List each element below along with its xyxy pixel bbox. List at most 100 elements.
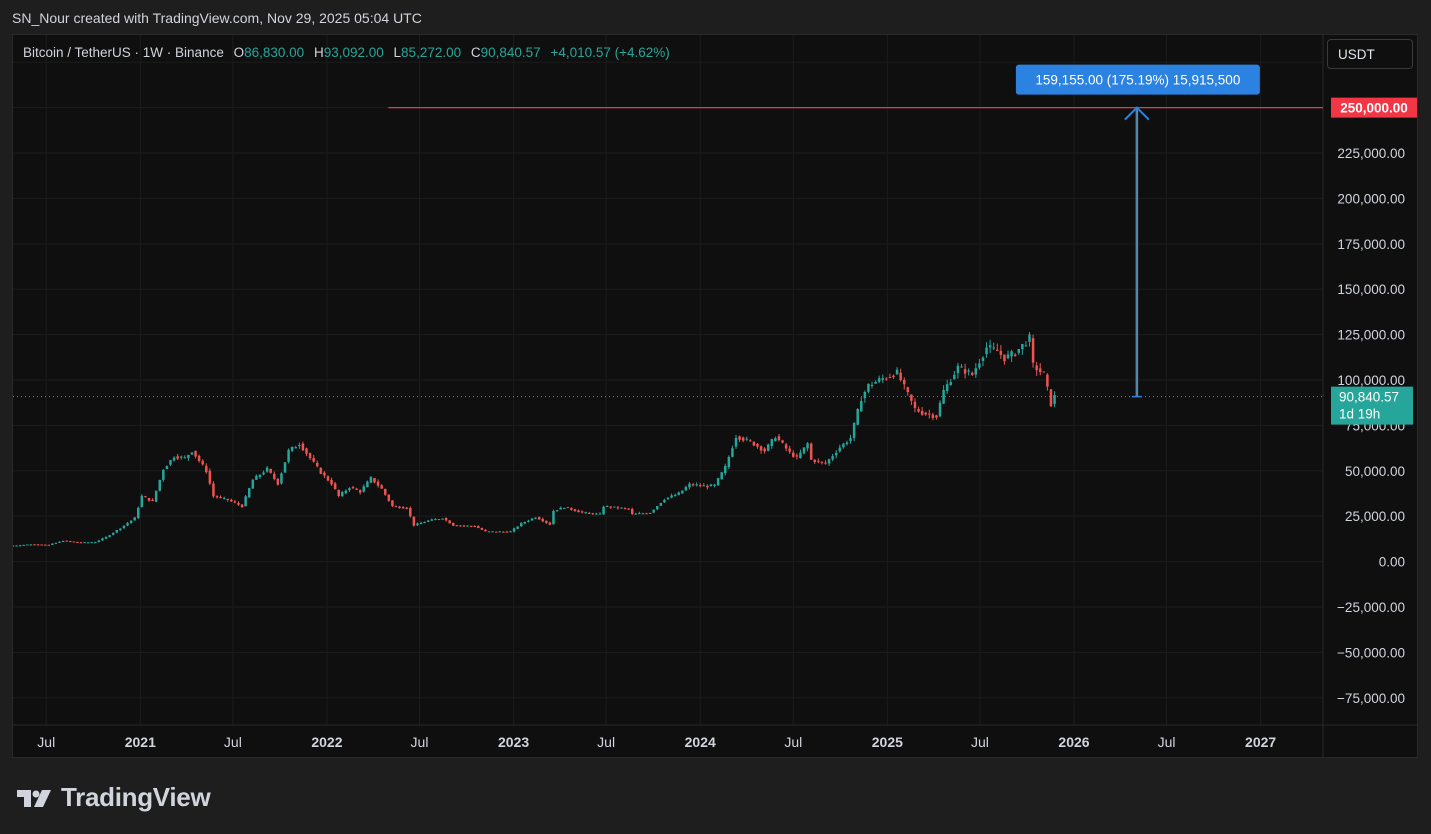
candle-body bbox=[187, 454, 190, 459]
candle-body bbox=[562, 508, 566, 510]
candle-body bbox=[895, 369, 899, 375]
candle-body bbox=[534, 517, 537, 519]
candle-body bbox=[498, 531, 502, 533]
y-tick-label: −75,000.00 bbox=[1337, 691, 1405, 706]
symbol-title[interactable]: Bitcoin / TetherUS · 1W · Binance bbox=[23, 45, 224, 60]
chart-credit: SN_Nour created with TradingView.com, No… bbox=[12, 10, 422, 26]
candle-body bbox=[129, 520, 133, 523]
candle-body bbox=[190, 452, 194, 455]
candle-body bbox=[931, 414, 935, 418]
candle-body bbox=[584, 512, 587, 514]
candle-body bbox=[838, 447, 842, 452]
candle-body bbox=[459, 525, 462, 527]
candle-body bbox=[215, 496, 219, 498]
candle-body bbox=[1006, 354, 1010, 359]
x-tick-label: 2022 bbox=[311, 734, 342, 750]
candle-body bbox=[530, 518, 534, 521]
candle-body bbox=[83, 542, 86, 544]
candle-body bbox=[61, 541, 65, 543]
candle-body bbox=[230, 499, 233, 502]
candle-body bbox=[247, 488, 251, 498]
candle-body bbox=[97, 540, 101, 542]
candle-body bbox=[512, 528, 516, 532]
candle-body bbox=[734, 437, 738, 447]
candle-body bbox=[602, 506, 605, 515]
candle-body bbox=[774, 438, 777, 442]
candle-body bbox=[366, 481, 369, 488]
candle-body bbox=[888, 377, 892, 379]
candle-body bbox=[1003, 354, 1006, 362]
candle-body bbox=[333, 483, 337, 490]
candle-body bbox=[1042, 371, 1046, 373]
candle-body bbox=[552, 510, 555, 525]
candle-body bbox=[330, 479, 333, 485]
candle-body bbox=[1046, 374, 1049, 387]
range-label-bg bbox=[1015, 64, 1260, 95]
candle-body bbox=[813, 459, 817, 463]
y-tick-label: 150,000.00 bbox=[1337, 282, 1405, 297]
candle-body bbox=[537, 517, 541, 520]
candle-body bbox=[645, 513, 648, 515]
candle-body bbox=[824, 462, 827, 464]
candle-body bbox=[827, 459, 831, 464]
chart-background bbox=[13, 35, 1417, 757]
candle-body bbox=[348, 488, 351, 491]
candle-body bbox=[491, 531, 494, 533]
candle-body bbox=[469, 525, 473, 527]
candle-body bbox=[162, 469, 165, 480]
candle-body bbox=[144, 496, 147, 498]
candle-body bbox=[580, 511, 584, 513]
candle-body bbox=[394, 506, 398, 508]
candle-body bbox=[731, 448, 734, 457]
x-tick-label: Jul bbox=[411, 734, 429, 750]
candlestick-chart[interactable]: 275,000.00250,000.00225,000.00200,000.00… bbox=[13, 35, 1417, 757]
candle-body bbox=[487, 531, 491, 533]
x-tick-label: Jul bbox=[971, 734, 989, 750]
candle-body bbox=[523, 521, 527, 524]
candle-body bbox=[169, 460, 172, 465]
target-price-label-bg bbox=[1331, 97, 1417, 118]
candle-body bbox=[494, 531, 498, 533]
candle-body bbox=[885, 378, 888, 380]
candle-body bbox=[766, 444, 770, 451]
candle-body bbox=[573, 509, 577, 512]
candle-body bbox=[502, 531, 505, 533]
candle-body bbox=[137, 507, 140, 518]
candle-body bbox=[412, 516, 416, 526]
candle-body bbox=[924, 412, 927, 415]
candle-body bbox=[480, 527, 484, 530]
open-label: O bbox=[233, 45, 245, 60]
currency-button[interactable]: USDT bbox=[1327, 39, 1413, 69]
candle-body bbox=[928, 413, 931, 415]
candle-body bbox=[974, 368, 978, 375]
x-tick-label: 2025 bbox=[872, 734, 903, 750]
candle-body bbox=[630, 508, 634, 514]
candle-body bbox=[208, 470, 212, 484]
candle-body bbox=[355, 488, 358, 490]
candle-body bbox=[1017, 349, 1021, 353]
candle-body bbox=[634, 513, 638, 515]
candle-body bbox=[15, 545, 18, 547]
target-price-label: 250,000.00 bbox=[1340, 101, 1408, 116]
candle-body bbox=[255, 475, 258, 480]
candle-body bbox=[194, 450, 197, 457]
y-tick-label: 125,000.00 bbox=[1337, 328, 1405, 343]
candle-body bbox=[419, 522, 423, 525]
low-value: 85,272.00 bbox=[401, 45, 462, 60]
candle-body bbox=[466, 525, 469, 527]
x-tick-label: 2026 bbox=[1058, 734, 1089, 750]
x-tick-label: Jul bbox=[224, 734, 242, 750]
change-value: +4,010.57 (+4.62%) bbox=[550, 45, 670, 60]
candle-body bbox=[373, 478, 376, 483]
y-tick-label: 50,000.00 bbox=[1345, 464, 1405, 479]
candle-body bbox=[620, 507, 623, 509]
candle-body bbox=[76, 541, 79, 543]
candle-body bbox=[380, 485, 383, 489]
candle-body bbox=[795, 455, 799, 457]
candle-body bbox=[391, 500, 394, 507]
candle-body bbox=[713, 484, 716, 486]
candle-body bbox=[588, 512, 591, 514]
candle-body bbox=[416, 523, 419, 526]
candle-body bbox=[938, 402, 942, 417]
high-value: 93,092.00 bbox=[323, 45, 384, 60]
